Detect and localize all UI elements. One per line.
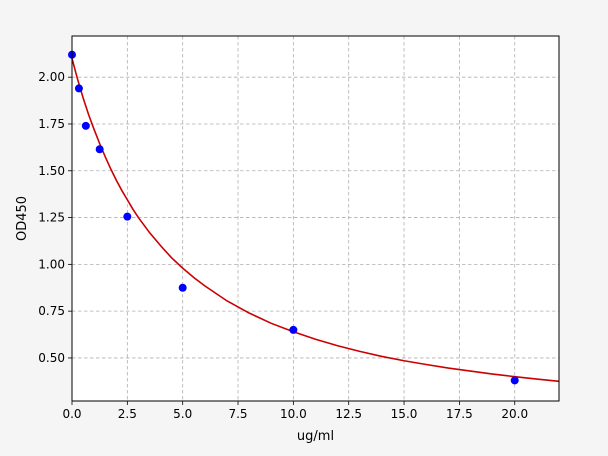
data-point — [81, 121, 90, 130]
x-tick-label: 15.0 — [391, 407, 418, 421]
x-tick-label: 5.0 — [173, 407, 192, 421]
y-tick-label: 2.00 — [38, 70, 65, 84]
y-axis-label: OD450 — [15, 196, 30, 241]
y-tick-label: 1.00 — [38, 257, 65, 271]
y-tick-label: 1.25 — [38, 211, 65, 225]
plot-area — [72, 36, 559, 401]
data-point — [123, 212, 132, 221]
x-tick-label: 17.5 — [446, 407, 473, 421]
data-point — [510, 376, 519, 385]
x-tick-label: 20.0 — [501, 407, 528, 421]
y-tick-label: 1.50 — [38, 164, 65, 178]
x-tick-label: 2.5 — [118, 407, 137, 421]
data-points — [68, 50, 519, 385]
data-point — [289, 325, 298, 334]
fit-curve — [71, 58, 560, 383]
data-point — [74, 84, 83, 93]
y-tick-label: 0.50 — [38, 351, 65, 365]
x-axis-label: ug/ml — [297, 429, 334, 444]
data-point — [95, 145, 104, 154]
x-axis-ticks: 0.0 2.5 5.0 7.5 10.0 12.5 15.0 17.5 20.0 — [62, 401, 528, 421]
y-axis-ticks: 0.50 0.75 1.00 1.25 1.50 1.75 2.00 — [38, 70, 72, 365]
plot-frame — [71, 35, 560, 402]
grid — [71, 36, 559, 401]
fit-curve-line — [71, 58, 560, 383]
y-tick-label: 0.75 — [38, 304, 65, 318]
x-tick-label: 0.0 — [62, 407, 81, 421]
data-point — [178, 283, 187, 292]
x-tick-label: 7.5 — [228, 407, 247, 421]
x-tick-label: 12.5 — [335, 407, 362, 421]
y-tick-label: 1.75 — [38, 117, 65, 131]
x-tick-label: 10.0 — [280, 407, 307, 421]
